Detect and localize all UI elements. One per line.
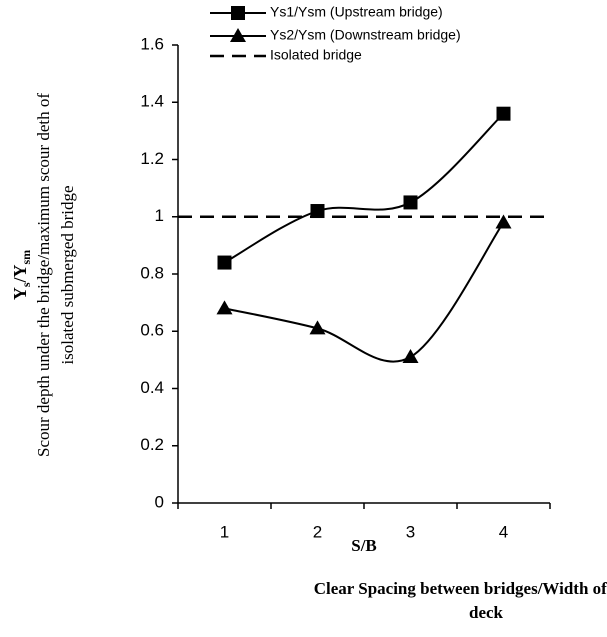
- y-tick-label: 0: [155, 492, 164, 511]
- y-symbol: Ys/Ysm: [10, 250, 33, 300]
- triangle-marker: [495, 214, 512, 229]
- y-tick-label: 0.2: [140, 435, 164, 454]
- x-label-line: Clear Spacing between bridges/Width of b…: [314, 579, 607, 598]
- series-line: [224, 112, 505, 264]
- y-label-line: Scour depth under the bridge/maximum sco…: [34, 93, 53, 457]
- y-label-line: isolated submerged bridge: [58, 185, 77, 364]
- triangle-marker: [402, 349, 419, 364]
- x-tick-label: 2: [313, 522, 322, 541]
- x-label-line: deck: [469, 603, 504, 622]
- x-symbol: S/B: [351, 536, 377, 555]
- series-line: [224, 221, 505, 363]
- legend-label: Isolated bridge: [270, 47, 362, 63]
- y-tick-label: 1.6: [140, 34, 164, 53]
- x-tick-label: 3: [406, 522, 415, 541]
- y-symbol-part: sm: [19, 250, 33, 265]
- square-marker: [403, 195, 418, 210]
- square-marker: [310, 204, 325, 219]
- x-tick-label: 1: [220, 522, 229, 541]
- y-tick-label: 1.4: [140, 92, 164, 111]
- y-symbol-part: s: [19, 282, 33, 287]
- square-marker: [217, 255, 232, 270]
- y-tick-label: 0.6: [140, 321, 164, 340]
- square-marker: [496, 106, 511, 121]
- legend-marker: [230, 28, 246, 42]
- x-tick-label: 4: [499, 522, 508, 541]
- legend-marker: [231, 6, 245, 20]
- y-tick-label: 1: [155, 206, 164, 225]
- y-tick-label: 1.2: [140, 149, 164, 168]
- y-tick-label: 0.8: [140, 263, 164, 282]
- triangle-marker: [309, 320, 326, 335]
- legend-label: Ys1/Ysm (Upstream bridge): [270, 4, 443, 20]
- y-symbol-part: Y: [10, 287, 30, 300]
- legend-label: Ys2/Ysm (Downstream bridge): [270, 27, 461, 43]
- y-tick-label: 0.4: [140, 378, 164, 397]
- triangle-marker: [216, 300, 233, 315]
- y-symbol-part: /Y: [10, 264, 30, 283]
